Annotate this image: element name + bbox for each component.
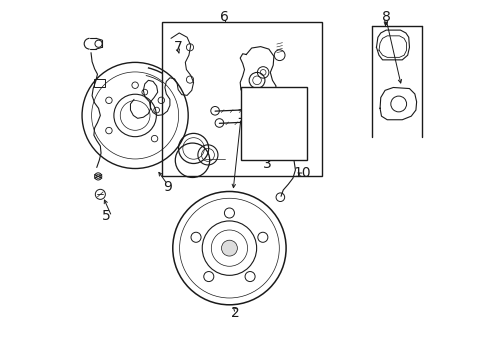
Text: 9: 9 [163, 180, 171, 194]
Bar [94, 79, 104, 87]
Bar [162, 22, 321, 176]
Bar [204, 136, 224, 163]
Bar [241, 87, 306, 160]
Text: 2: 2 [231, 306, 240, 320]
Text: 7: 7 [173, 40, 182, 54]
Text: 10: 10 [292, 166, 310, 180]
Circle shape [221, 240, 237, 256]
Text: 6: 6 [220, 10, 229, 24]
Text: 3: 3 [263, 157, 272, 171]
Text: 1: 1 [236, 108, 245, 122]
Text: 8: 8 [381, 10, 390, 24]
Text: 5: 5 [102, 209, 111, 223]
Text: 4: 4 [263, 87, 272, 101]
